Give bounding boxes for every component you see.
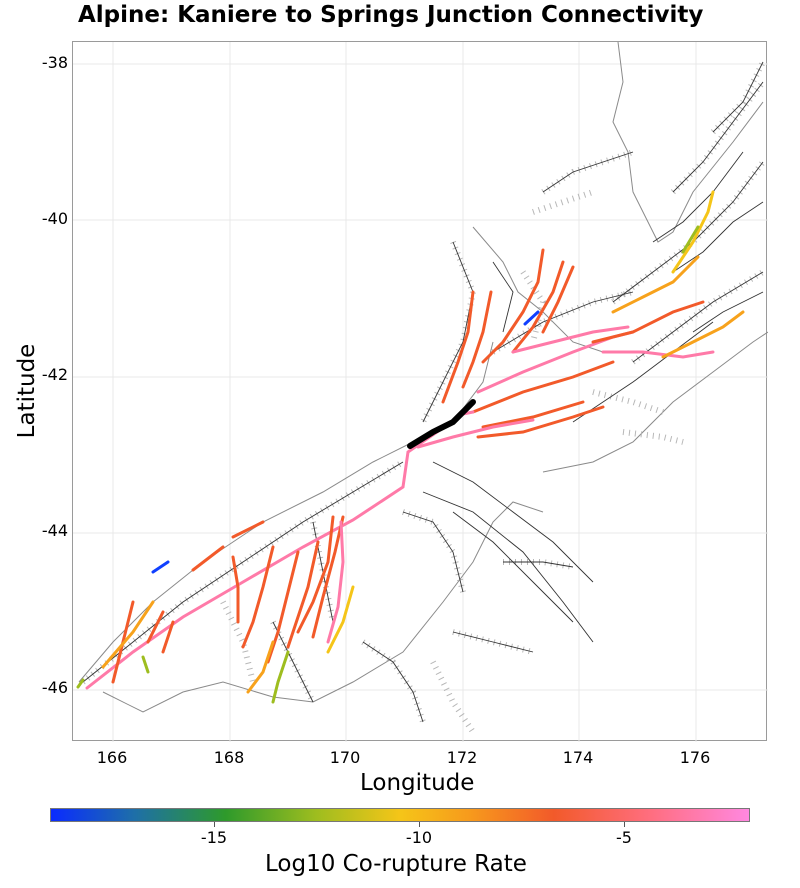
y-tick-label: -42 <box>41 365 68 384</box>
colorbar-tick-mark <box>214 822 215 827</box>
colorbar-tick-label: -10 <box>405 828 433 847</box>
colorbar-tick-label: -5 <box>616 828 632 847</box>
map-plot-area[interactable] <box>72 41 768 742</box>
y-tick-label: -40 <box>41 209 68 228</box>
gridlines <box>73 42 768 742</box>
x-tick-label: 176 <box>679 748 711 767</box>
y-tick-label: -38 <box>41 53 68 72</box>
colorbar-label: Log10 Co-rupture Rate <box>265 851 527 877</box>
colorbar <box>50 808 750 822</box>
colorbar-tick-label: -15 <box>200 828 228 847</box>
y-tick-label: -44 <box>41 521 68 540</box>
fault-map <box>73 42 768 742</box>
y-axis-label: Latitude <box>14 343 40 439</box>
colorbar-tick-mark <box>624 822 625 827</box>
fault-dip-ladders <box>81 60 766 734</box>
rupture-sections <box>76 190 745 704</box>
x-axis-label: Longitude <box>360 770 475 796</box>
colorbar-tick-mark <box>419 822 420 827</box>
y-tick-label: -46 <box>41 678 68 697</box>
x-tick-label: 168 <box>213 748 245 767</box>
x-tick-label: 170 <box>329 748 361 767</box>
map-title: Alpine: Kaniere to Springs Junction Conn… <box>78 2 704 28</box>
x-tick-label: 172 <box>446 748 478 767</box>
x-tick-label: 166 <box>96 748 128 767</box>
fault-traces <box>82 61 764 723</box>
x-tick-label: 174 <box>562 748 594 767</box>
